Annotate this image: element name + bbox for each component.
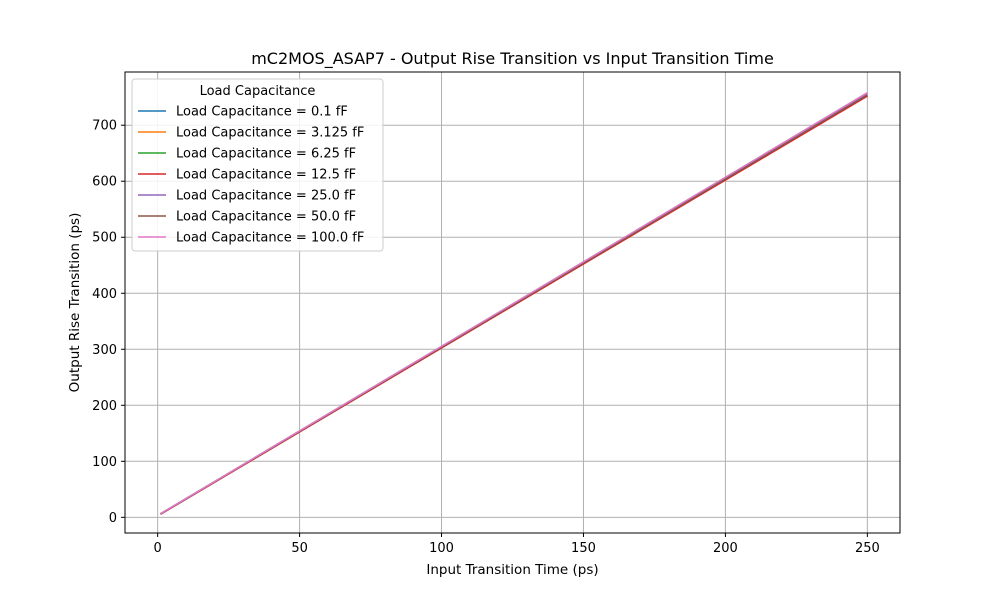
legend: Load Capacitance Load Capacitance = 0.1 … <box>131 78 384 252</box>
y-axis: 0 100 200 300 400 500 600 700 <box>92 119 125 526</box>
y-tick-label: 100 <box>92 455 117 470</box>
x-tick-label: 200 <box>713 541 738 556</box>
legend-label-0: Load Capacitance = 0.1 fF <box>176 105 348 120</box>
legend-label-4: Load Capacitance = 25.0 fF <box>176 189 356 204</box>
series-lines <box>160 92 868 515</box>
y-tick-label: 300 <box>92 343 117 358</box>
x-tick-label: 250 <box>855 541 880 556</box>
legend-label-5: Load Capacitance = 50.0 fF <box>176 210 356 225</box>
legend-label-3: Load Capacitance = 12.5 fF <box>176 168 356 183</box>
legend-label-2: Load Capacitance = 6.25 fF <box>176 147 356 162</box>
plot-frame <box>124 71 901 534</box>
x-axis: 0 50 100 150 200 250 <box>154 533 880 556</box>
x-tick-label: 100 <box>429 541 454 556</box>
legend-title: Load Capacitance <box>200 84 316 99</box>
y-tick-label: 0 <box>109 511 117 526</box>
chart-title: mC2MOS_ASAP7 - Output Rise Transition vs… <box>251 49 774 69</box>
x-tick-label: 0 <box>154 541 162 556</box>
y-tick-label: 400 <box>92 287 117 302</box>
series-line-6 <box>160 92 868 515</box>
y-tick-label: 500 <box>92 231 117 246</box>
legend-label-6: Load Capacitance = 100.0 fF <box>176 231 364 246</box>
legend-label-1: Load Capacitance = 3.125 fF <box>176 126 364 141</box>
y-tick-label: 700 <box>92 119 117 134</box>
x-tick-label: 50 <box>291 541 308 556</box>
y-tick-label: 600 <box>92 175 117 190</box>
legend-entries: Load Capacitance = 0.1 fF Load Capacitanc… <box>138 105 364 246</box>
legend-box <box>131 78 384 252</box>
y-tick-label: 200 <box>92 399 117 414</box>
y-axis-title: Output Rise Transition (ps) <box>67 213 83 393</box>
x-axis-title: Input Transition Time (ps) <box>426 562 598 578</box>
x-tick-label: 150 <box>571 541 596 556</box>
